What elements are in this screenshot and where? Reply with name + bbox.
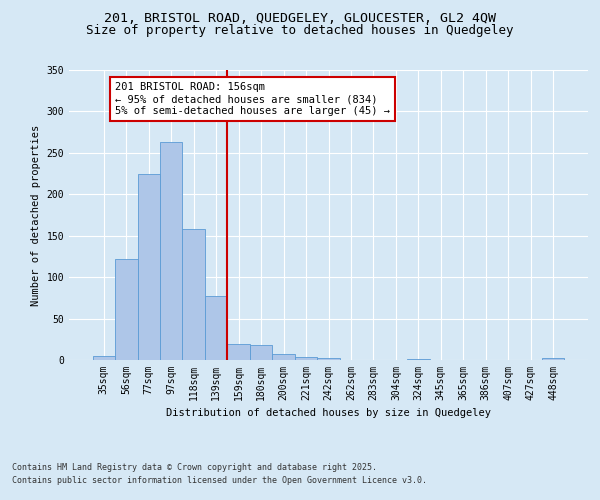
- Bar: [542, 358, 565, 360]
- Bar: [182, 229, 205, 360]
- Text: Contains HM Land Registry data © Crown copyright and database right 2025.: Contains HM Land Registry data © Crown c…: [12, 462, 377, 471]
- Text: Contains public sector information licensed under the Open Government Licence v3: Contains public sector information licen…: [12, 476, 427, 485]
- X-axis label: Distribution of detached houses by size in Quedgeley: Distribution of detached houses by size …: [166, 408, 491, 418]
- Bar: [115, 259, 137, 360]
- Bar: [137, 174, 160, 360]
- Bar: [160, 142, 182, 360]
- Bar: [407, 359, 430, 360]
- Bar: [295, 356, 317, 360]
- Text: 201 BRISTOL ROAD: 156sqm
← 95% of detached houses are smaller (834)
5% of semi-d: 201 BRISTOL ROAD: 156sqm ← 95% of detach…: [115, 82, 390, 116]
- Text: 201, BRISTOL ROAD, QUEDGELEY, GLOUCESTER, GL2 4QW: 201, BRISTOL ROAD, QUEDGELEY, GLOUCESTER…: [104, 12, 496, 26]
- Y-axis label: Number of detached properties: Number of detached properties: [31, 124, 41, 306]
- Bar: [317, 358, 340, 360]
- Bar: [205, 296, 227, 360]
- Bar: [92, 356, 115, 360]
- Bar: [227, 344, 250, 360]
- Bar: [272, 354, 295, 360]
- Text: Size of property relative to detached houses in Quedgeley: Size of property relative to detached ho…: [86, 24, 514, 37]
- Bar: [250, 345, 272, 360]
